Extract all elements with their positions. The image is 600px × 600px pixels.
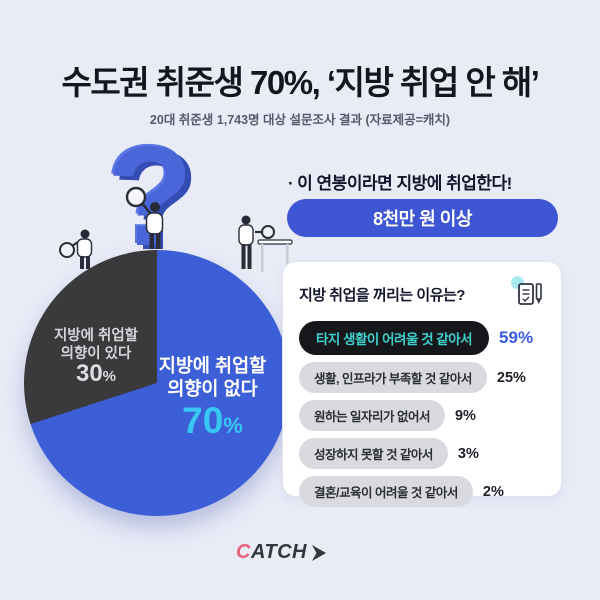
reason-percent: 3%: [457, 445, 479, 462]
reason-row: 타지 생활이 어려울 것 같아서 59%: [299, 321, 545, 355]
reason-percent: 9%: [454, 407, 476, 424]
salary-condition-heading: · 이 연봉이라면 지방에 취업한다!: [288, 174, 512, 193]
reason-percent: 2%: [482, 483, 504, 500]
pie-slice-label-unwilling: 지방에 취업할 의향이 없다: [158, 355, 267, 400]
reason-row: 성장하지 못할 것 같아서 3%: [299, 438, 545, 469]
pie-chart: [24, 250, 290, 516]
page-title: 수도권 취준생 70%, ‘지방 취업 안 해’: [61, 64, 540, 101]
reason-pill: 생활, 인프라가 부족할 것 같아서: [299, 362, 487, 393]
reason-row: 원하는 일자리가 없어서 9%: [299, 400, 545, 431]
page-subtitle: 20대 취준생 1,743명 대상 설문조사 결과 (자료제공=캐치): [149, 113, 451, 127]
reason-row: 생활, 인프라가 부족할 것 같아서 25%: [299, 362, 545, 393]
reason-row: 결혼/교육이 어려울 것 같아서 2%: [299, 476, 545, 507]
reason-pill: 타지 생활이 어려울 것 같아서: [299, 321, 490, 355]
reason-percent: 59%: [499, 328, 534, 347]
people-with-magnifiers-illustration: [59, 186, 293, 272]
reasons-card-title: 지방 취업을 꺼리는 이유는?: [299, 287, 465, 304]
reasons-card: 지방 취업을 꺼리는 이유는? 타지 생활이 어려울 것 같아서 59% 생: [282, 261, 562, 507]
pie-slice-value-willing: 30%: [75, 360, 117, 387]
person-icon: [125, 186, 164, 249]
catch-logo: CATCH: [236, 541, 328, 564]
memo-pencil-icon: [511, 276, 545, 310]
catch-logo-text: CATCH: [235, 541, 307, 563]
reason-pill: 결혼/교육이 어려울 것 같아서: [299, 476, 473, 507]
reason-list: 타지 생활이 어려울 것 같아서 59% 생활, 인프라가 부족할 것 같아서 …: [299, 321, 545, 507]
footer: CATCH: [0, 541, 600, 564]
pie-slice-value-unwilling: 70%: [182, 400, 243, 441]
person-at-table-icon: [238, 215, 293, 272]
bullet-dot: ·: [288, 174, 294, 193]
arrow-right-icon: [312, 544, 326, 561]
pie-slice-label-willing: 지방에 취업할 의향이 있다: [53, 328, 139, 363]
reason-pill: 성장하지 못할 것 같아서: [299, 438, 448, 469]
reason-pill: 원하는 일자리가 없어서: [299, 400, 445, 431]
person-icon: [59, 229, 93, 269]
salary-amount-badge: 8천만 원 이상: [287, 199, 558, 237]
reason-percent: 25%: [496, 369, 526, 386]
